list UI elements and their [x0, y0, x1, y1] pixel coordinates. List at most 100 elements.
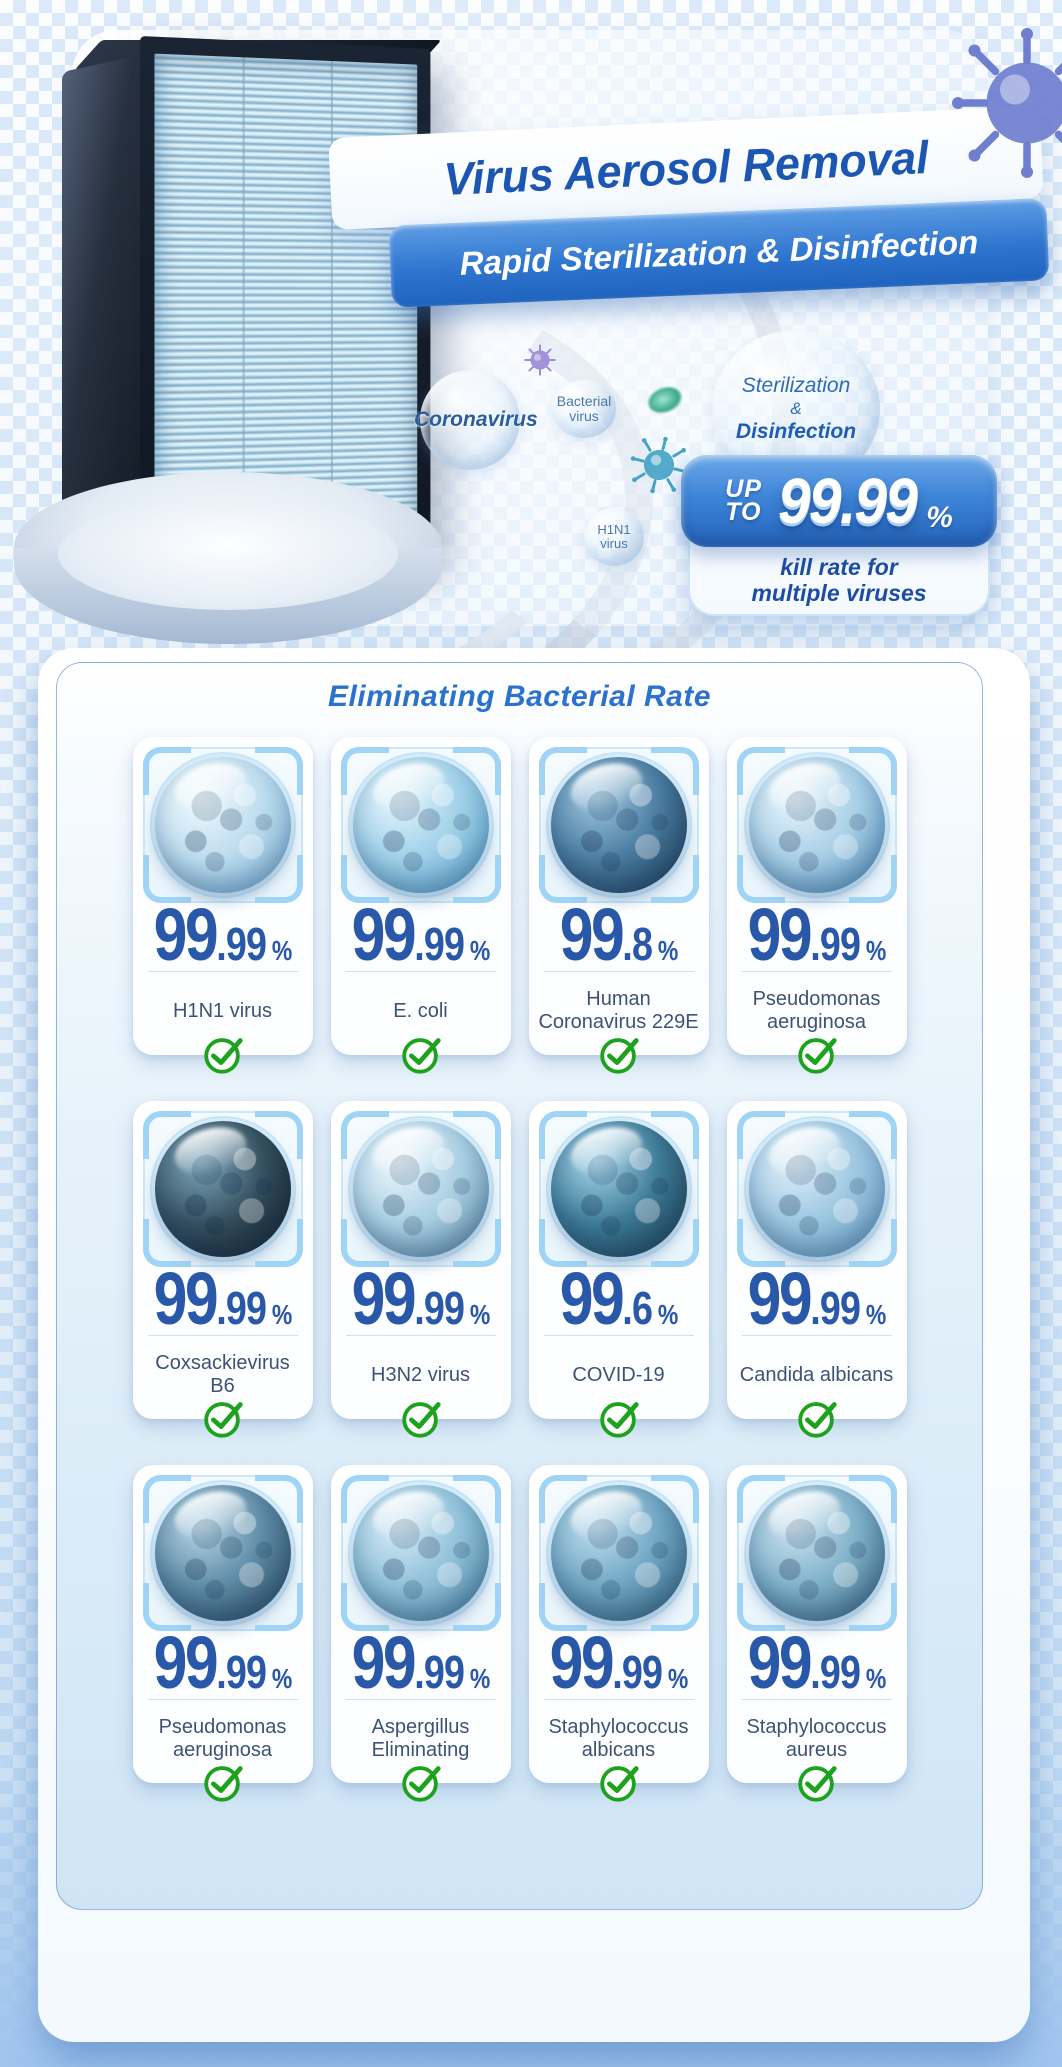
rate-decimal: .99: [413, 918, 465, 970]
rate-integer: 99: [549, 1621, 614, 1704]
microbe-image-frame: [340, 1475, 501, 1631]
rate-integer: 99: [351, 893, 416, 976]
disinfection-label: Disinfection: [735, 420, 857, 443]
elimination-rate: 99.99%: [743, 1257, 891, 1340]
microbe-image-frame: [142, 1111, 303, 1267]
rate-percent-sign: %: [469, 935, 490, 966]
rate-decimal: .99: [809, 918, 861, 970]
rate-integer: 99: [153, 1621, 218, 1704]
check-icon: [797, 1766, 837, 1802]
page-title: Virus Aerosol Removal: [442, 131, 930, 205]
microbe-name: Pseudomonas aeruginosa: [158, 1716, 287, 1761]
rate-integer: 99: [559, 1257, 624, 1340]
rate-percent-sign: %: [271, 935, 292, 966]
check-icon: [401, 1402, 441, 1438]
rate-percent-sign: %: [469, 1663, 490, 1694]
card-divider: [345, 1335, 496, 1336]
rate-percent-sign: %: [865, 1663, 886, 1694]
microbe-name: Staphylococcus albicans: [548, 1716, 689, 1761]
kill-rate-badge: UP TO 99.99 % kill rate for multiple vir…: [681, 455, 997, 616]
microbe-image-frame: [340, 1111, 501, 1267]
badge-caption-line1: kill rate for: [780, 554, 898, 580]
rate-decimal: .99: [809, 1646, 861, 1698]
card-divider: [543, 1335, 694, 1336]
badge-caption: kill rate for multiple viruses: [690, 554, 988, 606]
microbe-name: Pseudomonas aeruginosa: [752, 988, 881, 1033]
card-divider: [345, 1699, 496, 1700]
h1n1-virus-bubble: H1N1 virus: [584, 508, 644, 566]
card-divider: [741, 1699, 892, 1700]
elimination-rate: 99.99%: [545, 1621, 693, 1704]
rate-integer: 99: [153, 893, 218, 976]
microbe-name: E. coli: [393, 999, 448, 1022]
card-divider: [345, 971, 496, 972]
rate-percent-sign: %: [865, 1299, 886, 1330]
microbe-photo-sphere: [352, 757, 489, 893]
microbe-image-frame: [736, 1111, 897, 1267]
microbe-photo-sphere: [352, 1121, 489, 1257]
rate-decimal: .99: [809, 1282, 861, 1334]
microbe-image-frame: [736, 747, 897, 903]
up-to-label: UP TO: [725, 475, 762, 526]
check-icon: [599, 1402, 639, 1438]
check-icon: [599, 1766, 639, 1802]
elimination-rate: 99.99%: [149, 893, 297, 976]
card-divider: [741, 1335, 892, 1336]
rate-decimal: .99: [611, 1646, 663, 1698]
microbe-photo-sphere: [550, 1121, 687, 1257]
microbe-name: COVID-19: [572, 1363, 665, 1386]
microbe-name: H3N2 virus: [371, 1363, 470, 1386]
microbe-name: Coxsackievirus B6: [155, 1352, 290, 1397]
elimination-rate: 99.99%: [743, 1625, 891, 1699]
badge-caption-line2: multiple viruses: [751, 579, 927, 606]
sterilization-label: Sterilization: [741, 374, 851, 397]
check-icon: [401, 1038, 441, 1074]
microbe-image-frame: [142, 1475, 303, 1631]
rate-integer: 99: [351, 1257, 416, 1340]
check-icon: [401, 1766, 441, 1802]
microbe-photo-sphere: [748, 1485, 885, 1621]
check-icon: [599, 1038, 639, 1074]
check-icon: [203, 1402, 243, 1438]
rate-integer: 99: [747, 1257, 812, 1340]
rate-percent-sign: %: [271, 1299, 292, 1330]
microbe-photo-sphere: [154, 1485, 291, 1621]
rate-decimal: .99: [215, 1646, 267, 1698]
card-divider: [147, 1335, 298, 1336]
microbe-card: 99.99% Pseudomonas aeruginosa: [726, 737, 907, 1074]
microbe-name: Candida albicans: [739, 1363, 894, 1386]
rate-decimal: .99: [413, 1646, 465, 1698]
rate-percent-sign: %: [469, 1299, 490, 1330]
rate-percent-sign: %: [271, 1663, 292, 1694]
rate-decimal: .99: [413, 1282, 465, 1334]
rate-percent-sign: %: [657, 1299, 678, 1330]
microbe-card: 99.99% H3N2 virus: [330, 1101, 511, 1438]
microbe-name: Human Coronavirus 229E: [538, 988, 699, 1033]
rate-integer: 99: [559, 893, 624, 976]
ampersand-label: &: [790, 399, 802, 418]
elimination-rate: 99.99%: [347, 1257, 495, 1340]
microbe-photo-sphere: [748, 757, 885, 893]
rate-integer: 99: [153, 1257, 218, 1340]
rate-decimal: .8: [621, 918, 653, 970]
rate-percent-sign: %: [657, 935, 678, 966]
microbe-card: 99.99% E. coli: [330, 737, 511, 1074]
rate-decimal: .99: [215, 1282, 267, 1334]
microbe-photo-sphere: [154, 1121, 291, 1257]
check-icon: [797, 1402, 837, 1438]
pedestal-inner-disc: [58, 498, 398, 610]
microbe-name: Staphylococcus aureus: [746, 1716, 887, 1761]
rate-decimal: .99: [215, 918, 267, 970]
bubble-icon: [420, 370, 520, 470]
h1n1-label-line2: virus: [600, 536, 628, 551]
teal-virus-icon: [630, 436, 688, 494]
elimination-rate: 99.99%: [149, 1257, 297, 1340]
large-virus-icon: [952, 28, 1062, 178]
microbe-image-frame: [538, 1475, 699, 1631]
rate-integer: 99: [351, 1621, 416, 1704]
elimination-rate: 99.8%: [545, 893, 693, 976]
microbe-photo-sphere: [154, 757, 291, 893]
coronavirus-label: Coronavirus: [414, 408, 538, 431]
microbe-card: 99.99% H1N1 virus: [132, 737, 313, 1074]
rate-percent-sign: %: [667, 1663, 688, 1694]
